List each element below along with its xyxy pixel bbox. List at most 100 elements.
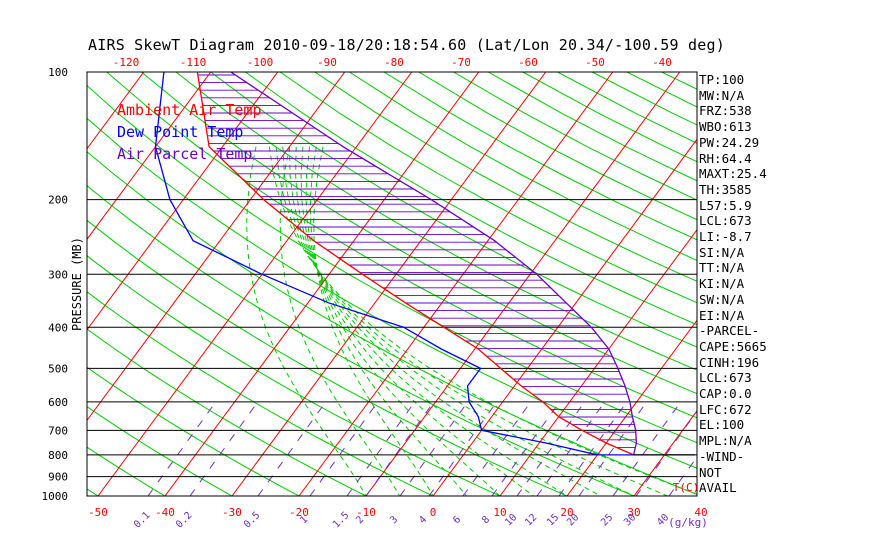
pressure-tick-label: 100 xyxy=(48,66,68,79)
mixing-ratio-line xyxy=(491,401,561,496)
isotherm-line xyxy=(87,72,145,150)
dry-adiabat-line xyxy=(0,72,44,505)
dry-adiabat-line xyxy=(487,72,697,182)
isotherm-line xyxy=(768,72,870,496)
dry-adiabat-line xyxy=(418,72,697,221)
series-air-parcel-temp xyxy=(230,72,638,456)
pressure-tick-label: 300 xyxy=(48,268,68,281)
isotherm-line xyxy=(164,72,480,496)
index-row: TP:100 xyxy=(699,72,745,87)
isotherm-line xyxy=(432,138,697,496)
mixing-ratio-axis-label: (g/kg) xyxy=(668,516,708,529)
dry-adiabat-line xyxy=(87,446,166,496)
index-row: AVAIL xyxy=(699,480,737,496)
cape-hatching xyxy=(197,74,637,448)
mixing-ratio-tick-label: 8 xyxy=(480,514,492,526)
index-row: KI:N/A xyxy=(699,276,745,292)
index-row: RH:64.4 xyxy=(699,150,752,166)
top-temp-tick-label: -100 xyxy=(247,56,274,69)
mixing-ratio-line xyxy=(309,401,379,496)
chart-title: AIRS SkewT Diagram 2010-09-18/20:18:54.6… xyxy=(88,36,725,54)
bottom-temp-tick-label: 30 xyxy=(627,506,640,519)
mixing-ratio-line xyxy=(399,401,469,496)
mixing-ratio-tick-label: 0.5 xyxy=(242,510,263,531)
plot-area xyxy=(0,72,870,505)
isotherm-line xyxy=(499,228,697,496)
index-row: CAPE:5665 xyxy=(699,338,767,354)
dry-adiabat-line xyxy=(106,72,697,419)
mixing-ratio-tick-label: 25 xyxy=(599,512,615,528)
top-temp-tick-label: -40 xyxy=(652,56,672,69)
bottom-temp-tick-label: 10 xyxy=(493,506,506,519)
mixing-ratio-line xyxy=(147,401,217,496)
dry-adiabat-line xyxy=(661,72,697,90)
index-row: WBO:613 xyxy=(699,119,752,135)
pressure-tick-label: 1000 xyxy=(42,490,69,503)
series-ambient-air-temp xyxy=(196,72,634,456)
dry-adiabat-line xyxy=(245,72,697,326)
dry-adiabat-line xyxy=(766,72,870,505)
index-row: -WIND- xyxy=(699,448,745,464)
bottom-temp-tick-label: 20 xyxy=(560,506,573,519)
mixing-ratio-line xyxy=(612,401,682,496)
index-row: TH:3585 xyxy=(699,181,752,197)
bottom-temp-tick-label: 40 xyxy=(694,506,707,519)
dry-adiabat-line xyxy=(87,117,697,469)
index-row: LCL:673 xyxy=(699,370,752,386)
index-row: LI:-8.7 xyxy=(699,229,752,244)
mixing-ratio-tick-label: 4 xyxy=(417,514,429,526)
index-row: SW:N/A xyxy=(699,291,745,307)
mixing-ratio-line xyxy=(189,401,259,496)
mixing-ratio-line xyxy=(516,401,586,496)
index-row: NOT xyxy=(699,464,722,480)
top-temp-tick-label: -60 xyxy=(518,56,538,69)
bottom-temp-tick-label: -10 xyxy=(356,506,376,519)
dry-adiabat-line xyxy=(87,328,368,496)
mixing-ratio-tick-label: 15 xyxy=(545,512,561,528)
mixing-ratio-line xyxy=(257,401,327,496)
index-row: CINH:196 xyxy=(699,354,760,370)
isotherm-line xyxy=(298,72,614,496)
index-row: -PARCEL- xyxy=(699,323,760,339)
index-row: LFC:672 xyxy=(699,401,752,417)
index-row: CAP:0.0 xyxy=(699,386,752,401)
pressure-tick-label: 200 xyxy=(48,194,68,207)
index-row: L57:5.9 xyxy=(699,197,752,213)
bottom-temp-tick-label: -40 xyxy=(155,506,175,519)
index-row: EL:100 xyxy=(699,417,745,433)
dry-adiabat-line xyxy=(87,366,301,496)
isotherm-line xyxy=(87,72,346,422)
isotherm-line xyxy=(365,72,681,496)
mixing-ratio-line xyxy=(462,401,532,496)
mixing-ratio-line xyxy=(428,401,498,496)
index-row: SI:N/A xyxy=(699,244,745,260)
mixing-ratio-line xyxy=(578,401,648,496)
bottom-temp-tick-label: -20 xyxy=(289,506,309,519)
bottom-temp-tick-label: -30 xyxy=(222,506,242,519)
mixing-ratio-tick-label: 0.2 xyxy=(174,510,195,531)
y-axis-label: PRESSURE (MB) xyxy=(70,237,84,331)
dry-adiabat-line xyxy=(453,72,697,201)
dry-adiabat-line xyxy=(87,184,636,496)
pressure-tick-label: 400 xyxy=(48,321,68,334)
mixing-ratio-tick-label: 6 xyxy=(451,514,463,526)
pressure-tick-label: 800 xyxy=(48,449,68,462)
index-row: FRZ:538 xyxy=(699,103,752,119)
mixing-ratio-tick-label: 0.1 xyxy=(132,510,153,531)
top-temp-tick-label: -90 xyxy=(317,56,337,69)
bottom-temp-tick-label: 0 xyxy=(430,506,437,519)
dry-adiabat-line xyxy=(349,72,697,261)
isotherm-line xyxy=(0,72,10,496)
dry-adiabat-line xyxy=(522,72,697,163)
top-temp-tick-label: -70 xyxy=(451,56,471,69)
top-temp-tick-label: -110 xyxy=(180,56,207,69)
legend-ambient-air-temp: Ambient Air Temp xyxy=(117,101,262,119)
index-row: EI:N/A xyxy=(699,307,745,323)
dry-adiabat-line xyxy=(800,72,870,505)
index-row: LCL:673 xyxy=(699,213,752,229)
isotherm-line xyxy=(87,72,279,331)
pressure-tick-label: 700 xyxy=(48,424,68,437)
index-row: TT:N/A xyxy=(699,260,745,276)
